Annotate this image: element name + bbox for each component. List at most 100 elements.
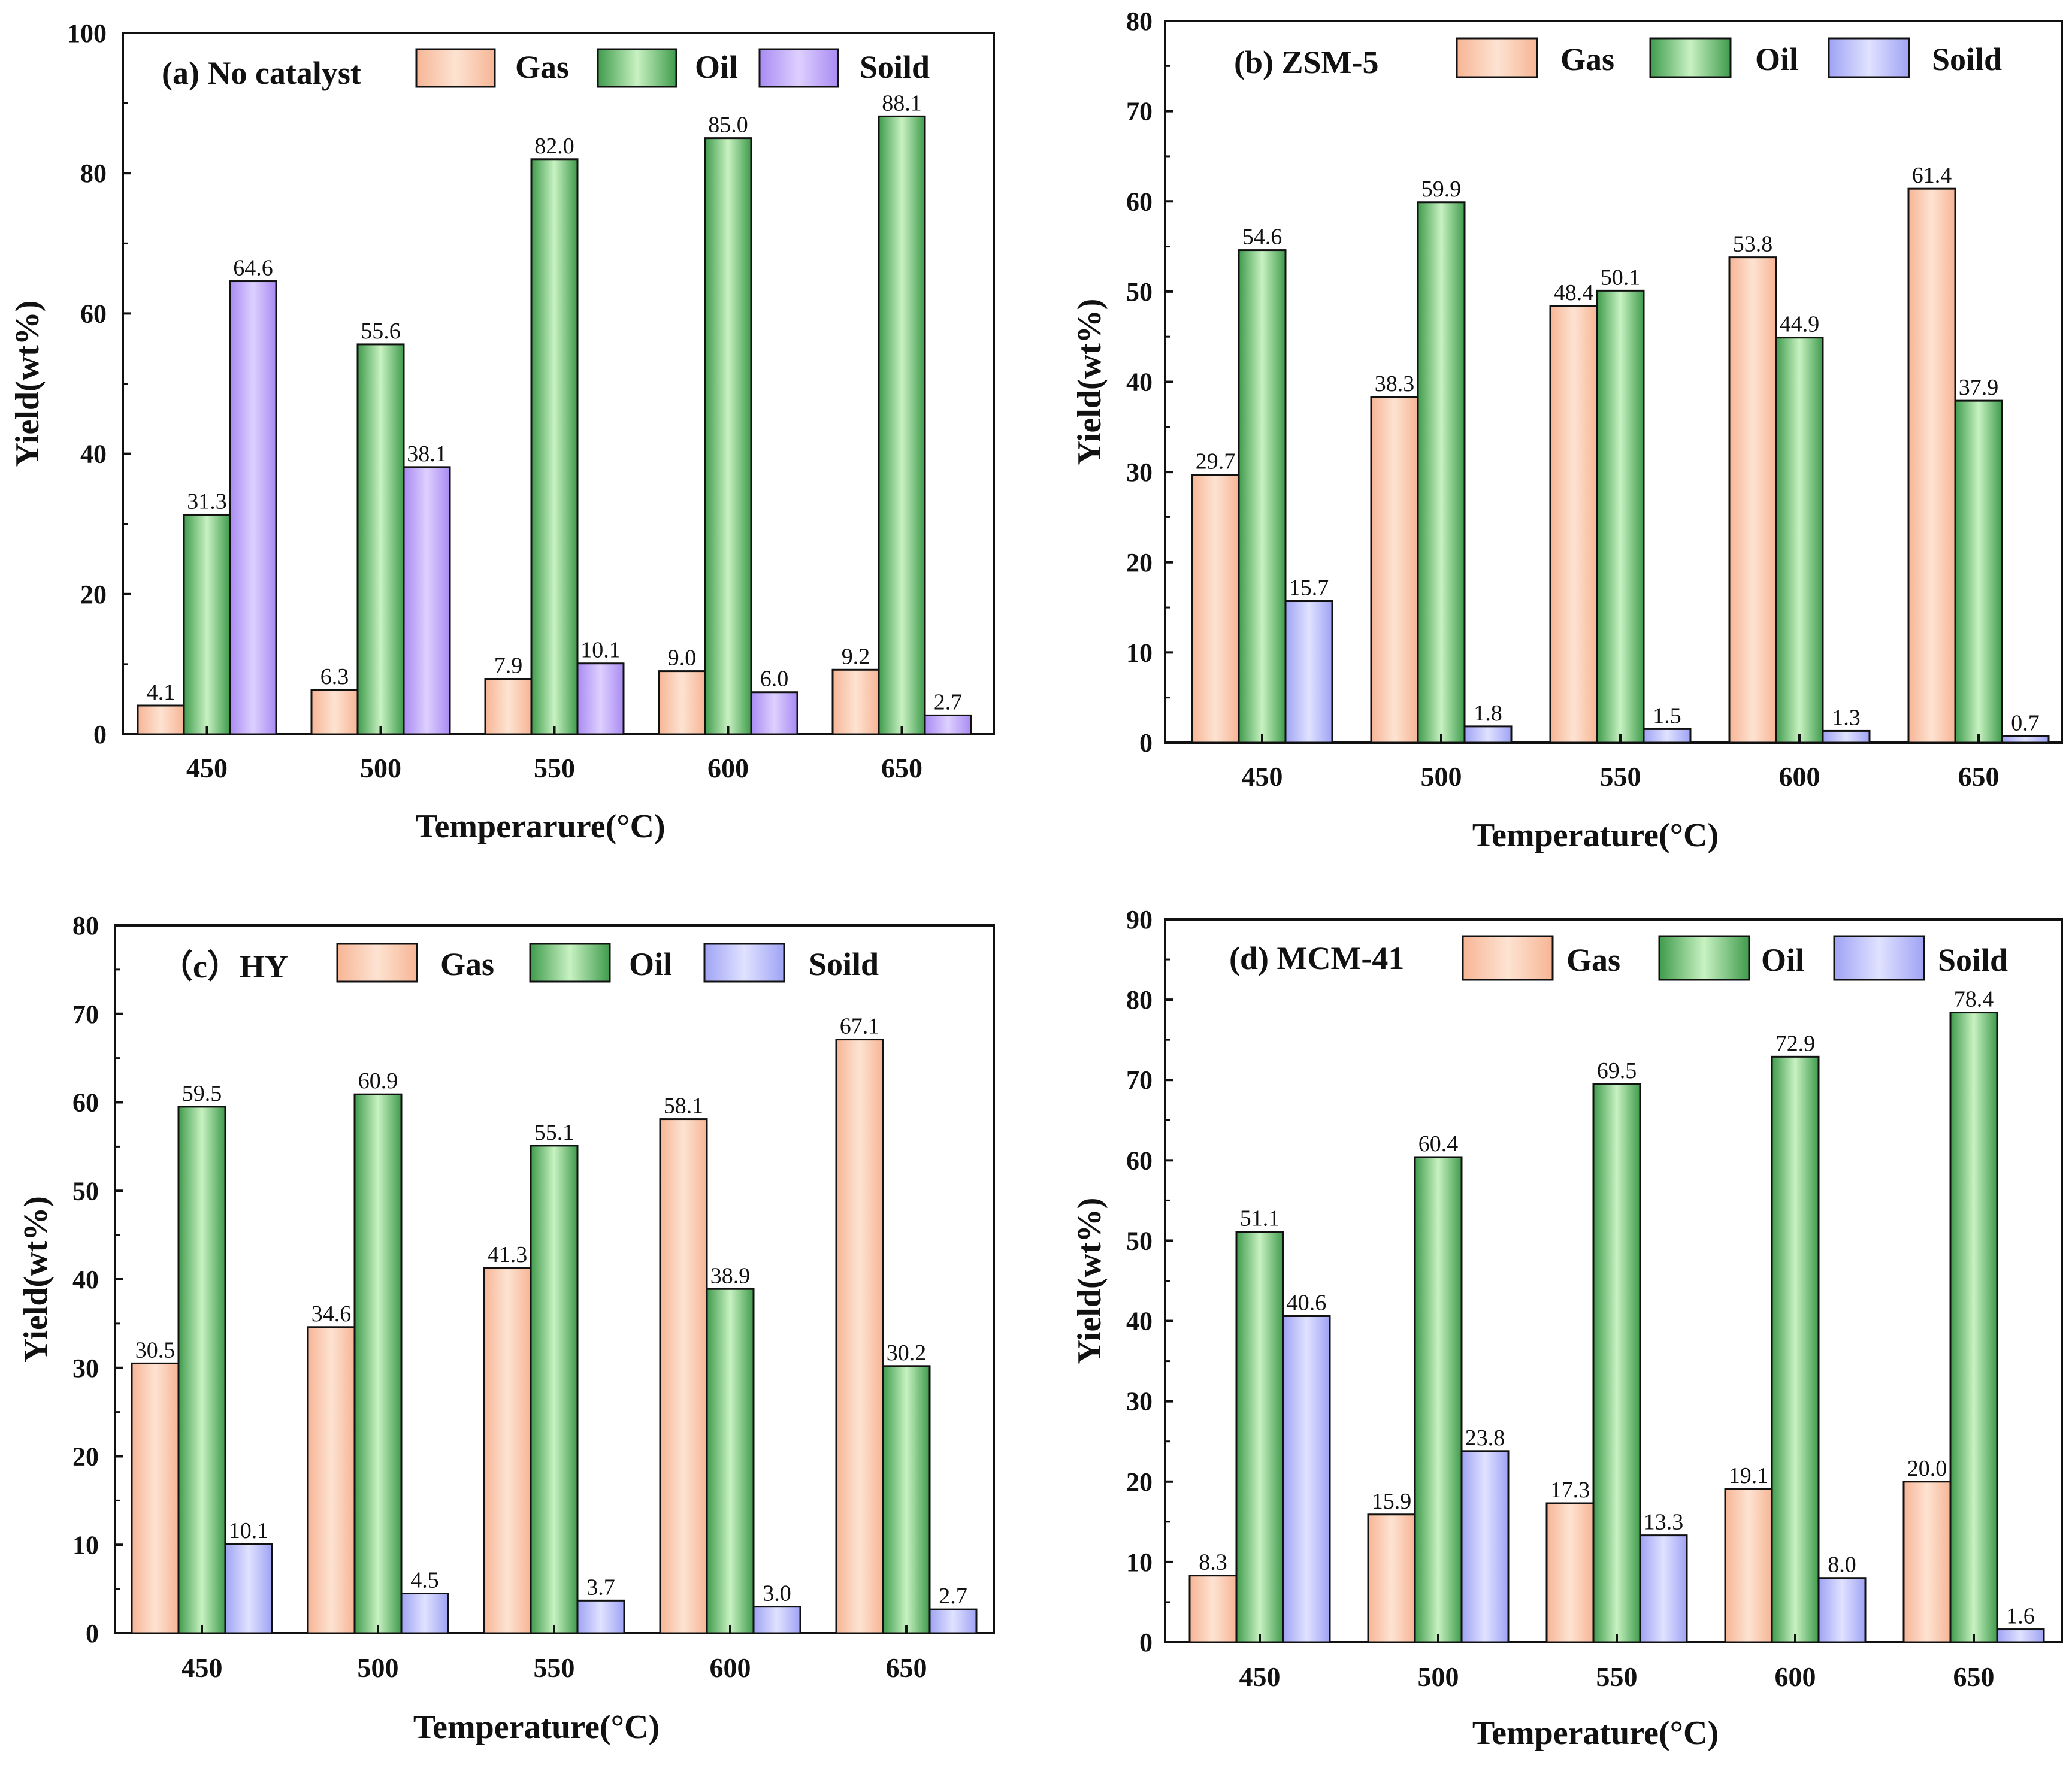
- bar-soild-550: [576, 662, 625, 735]
- bar-soild-500: [1463, 725, 1513, 744]
- data-label: 13.3: [1644, 1510, 1684, 1535]
- data-label: 55.6: [361, 319, 401, 344]
- data-label: 20.0: [1907, 1456, 1947, 1481]
- data-label: 6.0: [760, 667, 789, 692]
- bar-oil-600: [1775, 337, 1824, 744]
- data-label: 82.0: [534, 134, 574, 159]
- x-tick-label: 600: [710, 1652, 751, 1683]
- data-label: 1.8: [1474, 701, 1502, 726]
- data-label: 10.1: [229, 1518, 269, 1543]
- legend-swatch-soild: [703, 943, 785, 983]
- bar-soild-500: [400, 1593, 449, 1634]
- bar-soild-450: [224, 1543, 273, 1634]
- chart-panel-b: 0 10 20 30 40 50 60 70 80 29.7 54.6 15.7 450 38.3 59.9…: [1071, 7, 2063, 854]
- data-label: 29.7: [1196, 449, 1236, 474]
- data-label: 37.9: [1959, 375, 1999, 400]
- y-tick-label: 20: [72, 1442, 99, 1472]
- x-tick-label: 500: [1421, 761, 1462, 792]
- bar-oil-550: [1596, 289, 1645, 744]
- data-label: 48.4: [1554, 280, 1594, 305]
- y-tick-label: 40: [1126, 1307, 1153, 1336]
- data-label: 1.6: [2006, 1604, 2035, 1629]
- bar-oil-650: [882, 1365, 931, 1634]
- y-tick-label: 30: [1126, 458, 1153, 487]
- bar-oil-500: [1414, 1156, 1463, 1643]
- x-tick-label: 550: [1596, 1661, 1638, 1692]
- bar-gas-500: [310, 689, 359, 735]
- bar-oil-450: [1235, 1231, 1284, 1643]
- bar-oil-500: [356, 343, 405, 735]
- bar-oil-500: [353, 1093, 403, 1634]
- panel-title: (b) ZSM-5: [1234, 44, 1379, 80]
- bar-gas-450: [1188, 1575, 1238, 1643]
- bar-oil-600: [706, 1288, 755, 1634]
- bar-soild-500: [403, 466, 451, 735]
- data-label: 78.4: [1954, 987, 1994, 1012]
- data-label: 9.2: [842, 644, 870, 669]
- legend-swatch-oil: [1658, 935, 1750, 981]
- y-axis-title: Yield(wt%): [1071, 1198, 1108, 1364]
- data-label: 2.7: [939, 1584, 967, 1609]
- y-tick-label: 0: [1139, 728, 1153, 758]
- y-tick-label: 100: [67, 19, 107, 48]
- panel-title: (a) No catalyst: [162, 55, 361, 91]
- legend-swatch-oil: [597, 48, 677, 88]
- y-tick-label: 0: [86, 1619, 99, 1648]
- bar-gas-450: [1191, 474, 1240, 744]
- x-tick-label: 450: [182, 1652, 223, 1683]
- bar-oil-450: [1238, 249, 1287, 744]
- bar-oil-600: [704, 137, 752, 735]
- data-label: 2.7: [934, 689, 963, 715]
- data-label: 8.0: [1828, 1552, 1856, 1578]
- data-label: 64.6: [233, 256, 273, 281]
- x-tick-label: 650: [1953, 1661, 1995, 1692]
- panel-title: （c）HY: [161, 949, 288, 985]
- data-label: 15.9: [1372, 1489, 1412, 1514]
- bar-gas-650: [835, 1039, 884, 1634]
- legend-label-soild: Soild: [1938, 942, 2008, 978]
- y-tick-label: 40: [1126, 368, 1153, 397]
- y-tick-label: 80: [72, 911, 99, 940]
- bar-oil-650: [1954, 399, 2003, 744]
- legend-label-oil: Oil: [1761, 942, 1804, 978]
- data-label: 85.0: [708, 113, 748, 138]
- y-tick-label: 60: [1126, 1146, 1153, 1175]
- data-label: 31.3: [187, 489, 227, 514]
- y-tick-label: 20: [1126, 1467, 1153, 1497]
- x-tick-label: 500: [1418, 1661, 1459, 1692]
- y-tick-label: 70: [1126, 1065, 1153, 1095]
- x-tick-label: 450: [1242, 761, 1283, 792]
- bar-gas-600: [658, 670, 706, 735]
- bar-soild-550: [1639, 1534, 1688, 1643]
- x-tick-label: 650: [1958, 761, 2000, 792]
- bar-oil-550: [530, 158, 579, 735]
- y-tick-label: 40: [72, 1265, 99, 1294]
- bar-gas-500: [1370, 396, 1419, 744]
- bar-gas-550: [1549, 305, 1598, 744]
- bar-gas-600: [1724, 1488, 1773, 1643]
- data-label: 19.1: [1729, 1463, 1769, 1488]
- legend-swatch-oil: [1649, 37, 1732, 78]
- y-tick-label: 30: [1126, 1387, 1153, 1416]
- data-label: 72.9: [1775, 1031, 1816, 1056]
- y-tick-label: 90: [1126, 905, 1153, 934]
- y-tick-label: 80: [1126, 985, 1153, 1015]
- y-tick-label: 40: [80, 440, 107, 469]
- x-axis-title: Temperarure(°C): [415, 808, 665, 845]
- y-tick-label: 80: [1126, 7, 1153, 36]
- data-label: 40.6: [1287, 1291, 1327, 1316]
- bar-soild-550: [576, 1599, 625, 1634]
- data-label: 10.1: [580, 638, 621, 663]
- legend-label-soild: Soild: [809, 946, 879, 982]
- y-tick-label: 0: [93, 720, 107, 749]
- legend-label-gas: Gas: [440, 946, 494, 982]
- data-label: 69.5: [1597, 1058, 1637, 1083]
- x-tick-label: 550: [534, 1652, 575, 1683]
- data-label: 41.3: [488, 1242, 528, 1267]
- y-tick-label: 60: [72, 1088, 99, 1118]
- data-label: 17.3: [1550, 1478, 1590, 1503]
- data-label: 8.3: [1199, 1550, 1227, 1575]
- bar-gas-650: [1902, 1481, 1952, 1643]
- legend-swatch-soild: [1833, 935, 1925, 981]
